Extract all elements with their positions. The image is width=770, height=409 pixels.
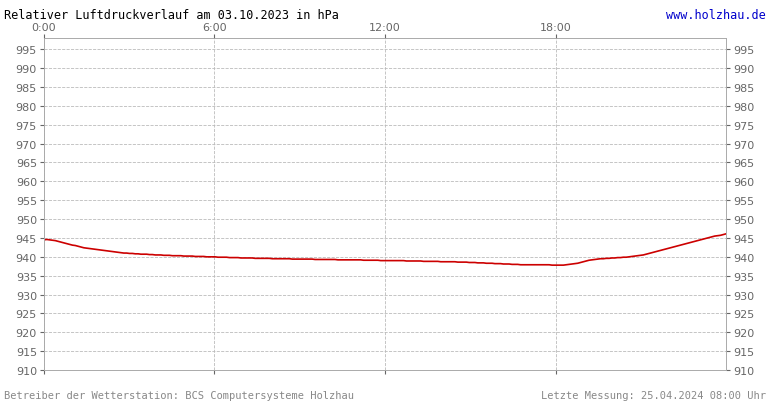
Text: Betreiber der Wetterstation: BCS Computersysteme Holzhau: Betreiber der Wetterstation: BCS Compute… xyxy=(4,390,354,400)
Text: Letzte Messung: 25.04.2024 08:00 Uhr: Letzte Messung: 25.04.2024 08:00 Uhr xyxy=(541,390,766,400)
Text: Relativer Luftdruckverlauf am 03.10.2023 in hPa: Relativer Luftdruckverlauf am 03.10.2023… xyxy=(4,9,339,22)
Text: www.holzhau.de: www.holzhau.de xyxy=(666,9,766,22)
